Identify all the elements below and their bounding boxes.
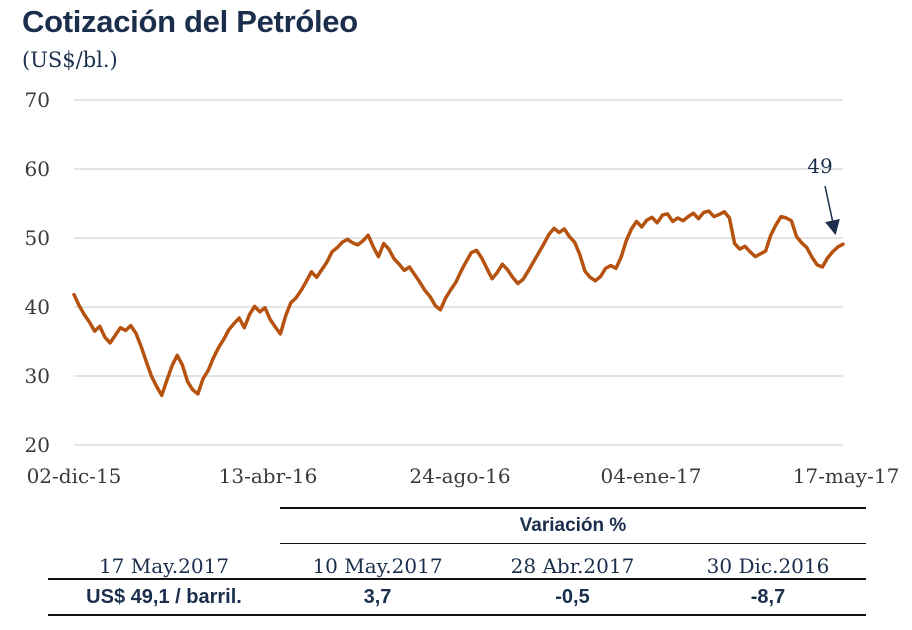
y-tick-label: 60 <box>25 157 50 181</box>
y-tick-label: 70 <box>25 88 50 112</box>
unit-label: (US$/bl.) <box>22 48 118 72</box>
y-axis-ticks: 70 60 50 40 30 20 <box>25 88 50 457</box>
series-layer <box>72 209 845 398</box>
header-current-date: 17 May.2017 <box>48 543 280 580</box>
x-tick-label: 17-may-17 <box>793 464 900 488</box>
weekly-variation-value: 3,7 <box>280 579 475 616</box>
x-axis-ticks: 02-dic-15 13-abr-16 24-ago-16 04-ene-17 17-m… <box>27 464 900 488</box>
header-week-date: 10 May.2017 <box>280 543 475 580</box>
series-line <box>72 209 845 398</box>
y-tick-label: 20 <box>25 433 50 457</box>
annotation-arrow <box>824 185 840 236</box>
y-tick-label: 50 <box>25 226 50 250</box>
y-tick-label: 30 <box>25 364 50 388</box>
variation-heading: Variación % <box>280 507 866 544</box>
variation-table: Variación % 17 May.2017 10 May.2017 28 A… <box>48 507 866 616</box>
x-tick-label: 13-abr-16 <box>219 464 318 488</box>
gridlines <box>74 99 843 446</box>
oil-price-chart: 70 60 50 40 30 20 02-dic-15 13-abr-16 24-ago-16… <box>25 88 900 488</box>
x-tick-label: 04-ene-17 <box>601 464 702 488</box>
current-price-value: US$ 49,1 / barril. <box>48 579 280 616</box>
chart-title: Cotización del Petróleo <box>22 4 358 39</box>
annotation-label: 49 <box>807 154 832 178</box>
x-tick-label: 02-dic-15 <box>27 464 122 488</box>
monthly-variation-value: -0,5 <box>475 579 670 616</box>
y-tick-label: 40 <box>25 295 50 319</box>
header-year-date: 30 Dic.2016 <box>670 543 866 580</box>
yearly-variation-value: -8,7 <box>670 579 866 616</box>
x-tick-label: 24-ago-16 <box>409 464 510 488</box>
header-month-date: 28 Abr.2017 <box>475 543 670 580</box>
annotation-layer: 49 <box>807 154 840 236</box>
table-spacer-cell <box>48 508 280 544</box>
